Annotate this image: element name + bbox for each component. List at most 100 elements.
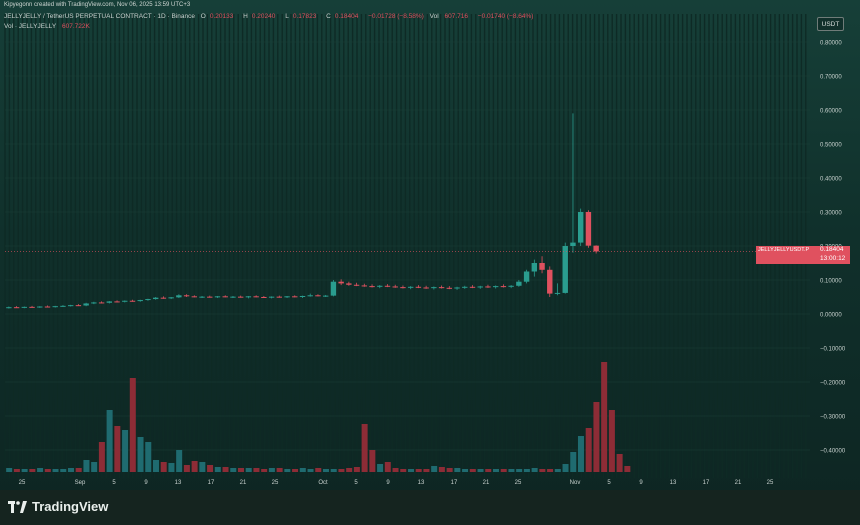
volume-bar [160,462,167,472]
volume-bar [6,468,13,472]
last-price: 0.18404 [820,246,844,253]
volume-bar [114,426,121,472]
currency-button[interactable]: USDT [817,17,844,31]
volume-bar [562,464,569,472]
candle-body [547,269,553,294]
candle-body [377,285,383,287]
candle-body [523,271,530,282]
volume-bar [469,469,476,472]
chart-canvas[interactable]: 0.80000 0.70000 0.60000 0.50000 0.40000 0.300… [0,0,860,490]
open-value: O 0.20133 [200,13,234,20]
x-axis-label: 5 [112,480,116,486]
volume-bar [330,469,337,472]
volume-bar [516,469,523,472]
volume-bar [253,468,260,472]
chart-legend: JELLYJELLY / TetherUS PERPETUAL CONTRACT… [4,12,537,32]
candle-body [554,292,561,294]
candle-body [183,295,190,297]
candle-body [67,305,74,307]
candle-body [168,297,174,299]
candle-body [199,296,205,298]
volume-bar [454,468,461,472]
candle-body [315,295,321,297]
candle-body [531,263,538,272]
candle-body [508,285,514,287]
y-axis-label: 0.30000 [820,211,842,217]
candle-body [276,296,283,298]
candle-body [222,296,228,298]
volume-bar [322,469,329,472]
x-axis-label: 25 [767,480,774,486]
volume-bar [577,436,584,472]
candle-body [539,263,545,270]
candle-body [160,297,167,299]
volume-bar [477,469,484,472]
x-axis-label: 25 [19,480,26,486]
volume-bar [261,469,268,472]
volume-bar [554,469,561,472]
candle-body [384,285,391,287]
x-axis-label: Sep [75,480,86,486]
candle-body [322,295,329,297]
price-tag-symbol: JELLYJELLYUSDT.P [758,247,810,253]
tradingview-logo[interactable]: TradingView [8,499,108,514]
candle-body [245,296,252,298]
y-axis-label: 0.50000 [820,143,842,149]
x-axis-label: 13 [670,480,677,486]
symbol-title[interactable]: JELLYJELLY / TetherUS PERPETUAL CONTRACT… [4,13,195,20]
x-axis-label: 13 [175,480,182,486]
volume-bar [485,469,492,472]
candle-body [6,307,12,309]
volume-bar [199,462,206,472]
x-axis-label: 9 [386,480,390,486]
x-axis-label: Oct [318,480,328,486]
candle-body [593,245,599,252]
volume-bar [176,450,183,472]
tradingview-logo-icon [8,500,27,513]
candle-body [122,300,128,302]
volume-bar [601,362,608,472]
y-axis-label: −0.40000 [820,449,846,455]
candle-body [446,287,453,289]
volume-bar [407,469,414,472]
volume-bar [438,467,445,472]
candle-body [346,283,352,285]
candle-body [431,287,437,289]
volume-bar [276,468,283,472]
x-axis-label: 25 [272,480,279,486]
snapshot-header: Kipyegonn created with TradingView.com, … [4,2,191,8]
candle-body [338,281,344,284]
volume-bar [570,452,577,472]
candle-body [577,212,584,243]
candle-body [137,300,143,302]
y-axis-label: −0.30000 [820,415,846,421]
volume-bar [531,468,538,472]
volume-bar [52,469,59,472]
y-axis-label: 0.80000 [820,41,842,47]
volume-bar [60,469,67,472]
volume-row: Vol · JELLYJELLY 607.722K [4,22,537,32]
x-axis-label: Nov [570,480,581,486]
bar-countdown: 13:00:12 [820,254,846,262]
y-axis-label: 0.60000 [820,109,842,115]
tradingview-wordmark: TradingView [32,499,109,514]
volume-bar [384,462,391,472]
volume-bar [122,430,129,472]
volume-bar [624,466,631,472]
volume-indicator-label[interactable]: Vol · JELLYJELLY [4,23,57,30]
y-axis-label: 0.40000 [820,177,842,183]
x-axis-label: 21 [735,480,742,486]
volume-bar [230,468,237,472]
candle-body [392,286,398,288]
candle-body [292,296,298,298]
candle-body [214,296,221,298]
volume-bar [299,468,306,472]
candle-body [37,306,43,308]
volume-bar [423,469,430,472]
x-axis-label: 17 [208,480,215,486]
candle-body [237,296,244,298]
candle-body [361,285,368,287]
volume-bar [369,450,376,472]
footer-bar [0,490,860,525]
